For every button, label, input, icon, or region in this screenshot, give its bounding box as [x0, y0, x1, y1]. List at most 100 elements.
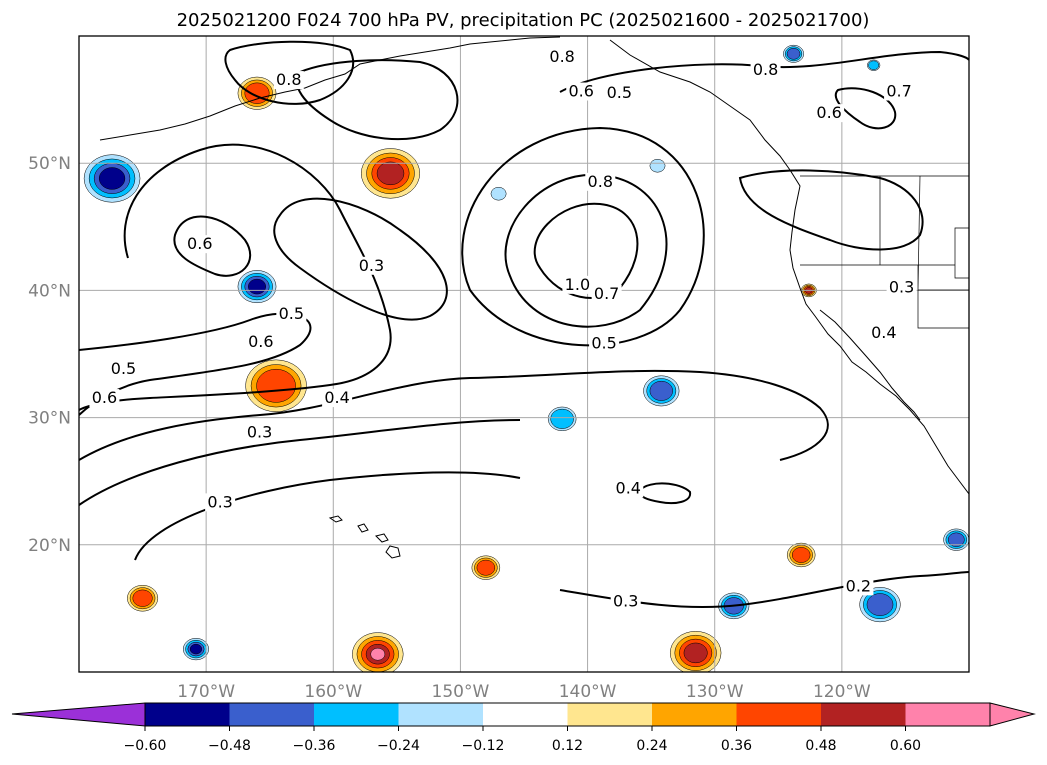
state-boundaries [800, 175, 969, 329]
map-plot-area: 0.80.80.80.6 0.50.60.70.80.60.31.0 0.7 0.30… [79, 36, 969, 672]
pv-contour-label: 0.3 [356, 256, 387, 275]
lat-tick-label: 20°N [28, 536, 71, 556]
precip-band [868, 60, 880, 70]
colorbar-segment [905, 703, 990, 726]
gridlines [79, 36, 969, 672]
pv-contour-label: 0.5 [589, 333, 620, 353]
hawaii-islands [328, 515, 401, 559]
contour-label-text: 0.7 [886, 82, 911, 101]
precip-band [649, 380, 673, 401]
coastlines [99, 36, 969, 559]
precip-band [376, 161, 405, 186]
pv-contour-label: 0.6 [245, 332, 276, 352]
colorbar-tick-label: −0.60 [124, 738, 167, 754]
contour-label-mask [562, 275, 593, 294]
pv-contour [224, 40, 355, 105]
precip-anomaly-blob [237, 270, 277, 304]
colorbar-segment [398, 703, 483, 726]
precip-anomaly-blob [643, 375, 680, 407]
colorbar-segment [567, 703, 652, 726]
precip-anomaly-blob [783, 44, 804, 63]
lat-tick-label: 40°N [28, 281, 71, 301]
contour-label-text: 0.8 [753, 60, 778, 79]
precip-anomaly-blob [237, 76, 277, 110]
pv-contour-label: 0.3 [886, 277, 917, 297]
precip-band [550, 408, 574, 429]
alaska-aleutian-coast [99, 36, 561, 141]
contour-label-text: 0.6 [187, 234, 212, 253]
pv-contour-label: 0.8 [585, 172, 616, 191]
lon-tick-label: 120°W [813, 682, 871, 702]
colorbar-tick-labels: −0.60 −0.48 −0.36 −0.24 −0.12 0.12 0.24 0.36 0.4… [124, 726, 921, 754]
political-borders [800, 175, 969, 329]
pv-contour [504, 173, 668, 328]
pv-contour-label: 0.8 [750, 60, 781, 79]
colorbar-tick-label: −0.24 [377, 738, 420, 754]
contour-label-mask [566, 82, 597, 101]
colorbar-segment [821, 703, 906, 726]
pv-contour-label: 0.6 [184, 234, 215, 254]
contour-label-mask [184, 235, 215, 254]
precip-band [256, 368, 296, 403]
precip-band [786, 48, 801, 60]
precip-band [370, 647, 386, 661]
pv-contour [273, 197, 448, 321]
contour-label-mask [604, 83, 635, 102]
pv-contour-label: 0.4 [322, 388, 353, 408]
precip-anomaly-blob [183, 638, 209, 661]
precip-anomaly-blob [490, 186, 507, 201]
colorbar-tick-label: −0.48 [208, 738, 251, 754]
colorbar-segment [229, 703, 314, 726]
precip-anomaly-blob [361, 148, 420, 199]
contour-label-mask [814, 104, 845, 123]
colorbar [11, 702, 1036, 727]
contour-label-text: 0.6 [248, 332, 273, 351]
precip-anomaly-blob [83, 154, 141, 203]
pv-contour-label: 0.8 [273, 70, 304, 90]
contour-label-text: 0.4 [871, 323, 896, 342]
precip-band [476, 559, 496, 576]
contour-label-mask [273, 71, 304, 90]
contour-label-mask [591, 284, 622, 303]
contour-label-text: 0.6 [816, 103, 841, 122]
precip-band [649, 159, 666, 173]
contour-label-text: 0.5 [111, 359, 136, 378]
precip-band [189, 643, 203, 655]
contour-label-mask [276, 305, 307, 324]
pv-contour-label: 1.0 [562, 275, 593, 294]
contour-label-text: 0.5 [591, 333, 616, 352]
map-background [79, 36, 969, 672]
pv-contour-label: 0.3 [244, 422, 275, 442]
pv-contour-label: 0.5 [108, 359, 139, 378]
colorbar-tick-label: 0.60 [890, 738, 921, 754]
contour-label-text: 0.3 [247, 422, 272, 441]
precip-band [132, 589, 153, 607]
pv-contour [533, 202, 639, 300]
lat-tick-label: 50°N [28, 154, 71, 174]
precip-band [490, 186, 507, 201]
pv-contour-label: 0.5 [604, 83, 635, 102]
contour-label-mask [886, 278, 917, 297]
precip-anomaly-blob [943, 528, 969, 551]
lat-tick-label: 30°N [28, 409, 71, 429]
pv-contour-label: 0.6 [814, 103, 845, 123]
pv-contour-label: 0.7 [884, 82, 915, 101]
contour-label-mask [547, 48, 578, 67]
contour-label-text: 0.5 [279, 304, 304, 323]
precip-band [947, 532, 965, 547]
colorbar-extend-high [989, 702, 1036, 727]
pv-contour [738, 169, 924, 251]
precip-anomaly-blob [786, 542, 816, 568]
contour-label-text: 0.8 [588, 172, 613, 191]
contour-label-text: 1.0 [565, 275, 590, 294]
pv-contour [79, 143, 392, 411]
pv-contour [79, 312, 312, 416]
contour-label-text: 0.5 [607, 83, 632, 102]
pv-contour-label: 0.8 [547, 47, 578, 67]
map-frame [78, 35, 970, 673]
pv-contour-labels: 0.80.80.80.6 0.50.60.70.80.60.31.0 0.7 0.30… [89, 47, 917, 611]
latitude-tick-labels: 50°N 40°N 30°N 20°N [28, 154, 71, 556]
pv-contours [79, 40, 969, 609]
pv-contour [79, 419, 521, 506]
